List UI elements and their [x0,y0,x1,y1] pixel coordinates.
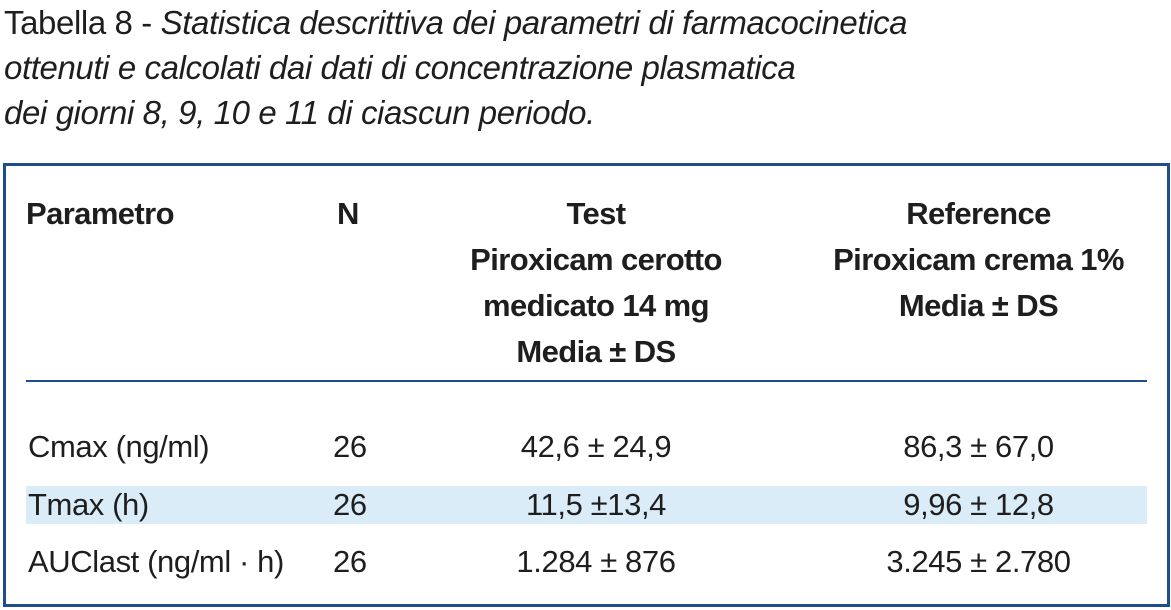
cell-reference: 9,96 ± 12,8 [903,487,1054,522]
header-divider [26,380,1147,382]
header-reference: Reference Piroxicam crema 1% Media ± DS [806,191,1151,329]
caption-text-line-2: ottenuti e calcolati dai dati di concent… [4,49,796,86]
header-reference-line-2: Piroxicam crema 1% [833,242,1124,277]
cell-n: 26 [333,429,367,464]
table-row: AUClast (ng/ml · h) 26 1.284 ± 876 3.245… [26,543,1147,581]
cell-test: 42,6 ± 24,9 [520,429,672,464]
header-n: N [337,196,359,231]
cell-reference: 3.245 ± 2.780 [886,544,1071,579]
caption-line-1: Tabella 8 - Statistica descrittiva dei p… [4,0,1164,45]
cell-test: 11,5 ±13,4 [526,487,666,522]
pk-statistics-table: Parametro N Test Piroxicam cerotto medic… [3,163,1170,607]
cell-n: 26 [333,544,367,579]
header-reference-line-3: Media ± DS [898,288,1059,323]
cell-parametro: Tmax (h) [28,487,149,522]
header-test-line-3: medicato 14 mg [483,288,710,323]
header-test-line-1: Test [566,196,626,231]
table-row-highlighted: Tmax (h) 26 11,5 ±13,4 9,96 ± 12,8 [26,486,1147,524]
cell-test: 1.284 ± 876 [516,544,676,579]
caption-text-line-3: dei giorni 8, 9, 10 e 11 di ciascun peri… [4,94,595,131]
table-row: Cmax (ng/ml) 26 42,6 ± 24,9 86,3 ± 67,0 [26,428,1147,466]
header-test-line-2: Piroxicam cerotto [470,242,722,277]
cell-n: 26 [333,487,367,522]
caption-label: Tabella 8 [4,4,133,41]
cell-reference: 86,3 ± 67,0 [903,429,1054,464]
header-reference-line-1: Reference [906,196,1051,231]
cell-parametro: AUClast (ng/ml · h) [28,544,284,579]
caption-text-line-1: Statistica descrittiva dei parametri di … [160,4,908,41]
caption-separator: - [132,4,161,41]
header-test-line-4: Media ± DS [516,334,676,369]
header-test: Test Piroxicam cerotto medicato 14 mg Me… [436,191,756,375]
header-parametro: Parametro [26,196,175,231]
table-caption: Tabella 8 - Statistica descrittiva dei p… [4,0,1164,135]
cell-parametro: Cmax (ng/ml) [28,429,210,464]
